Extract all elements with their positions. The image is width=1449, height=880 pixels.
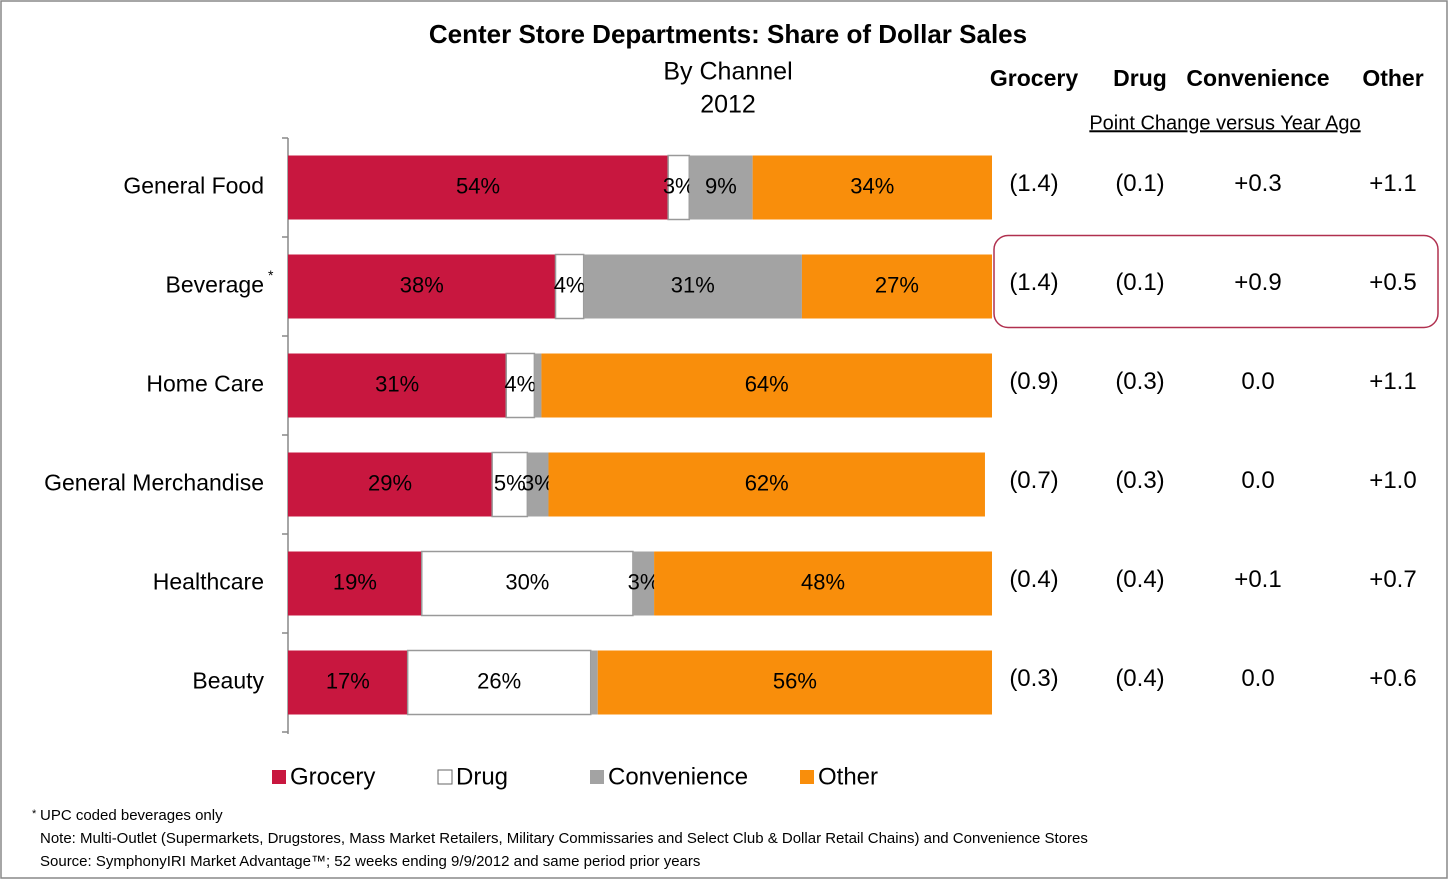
source: Source: SymphonyIRI Market Advantage™; 5…: [40, 853, 700, 870]
data-label: 64%: [745, 371, 789, 396]
legend-label: Grocery: [290, 763, 375, 790]
data-label: 62%: [745, 470, 789, 495]
chart-subtitle: 2012: [700, 91, 756, 119]
legend-label: Drug: [456, 763, 508, 790]
table-header: Other: [1362, 65, 1423, 91]
table-cell: +0.9: [1234, 269, 1281, 296]
table-header: Drug: [1113, 65, 1167, 91]
footnote: UPC coded beverages only: [40, 807, 223, 824]
data-label: 5%: [494, 470, 526, 495]
bar-segment: [534, 353, 542, 418]
table-cell: +0.3: [1234, 170, 1281, 197]
chart-title: Center Store Departments: Share of Dolla…: [429, 19, 1027, 49]
bar-segment: [632, 551, 655, 616]
table-cell: (0.4): [1115, 665, 1164, 692]
data-label: 9%: [705, 173, 737, 198]
note: Note: Multi-Outlet (Supermarkets, Drugst…: [40, 830, 1088, 847]
bar-segment: [583, 254, 802, 319]
legend-label: Other: [818, 763, 878, 790]
data-label: 30%: [505, 569, 549, 594]
table-cell: +1.1: [1369, 170, 1416, 197]
table-cell: +0.6: [1369, 665, 1416, 692]
data-label: 27%: [875, 272, 919, 297]
chart-subtitle: By Channel: [663, 58, 792, 86]
table-header: Convenience: [1186, 65, 1329, 91]
bar-segment: [527, 452, 549, 517]
table-cell: (0.3): [1115, 467, 1164, 494]
bar-segment: [288, 155, 669, 220]
table-cell: (0.3): [1009, 665, 1058, 692]
bar-segment: [541, 353, 992, 418]
table-cell: +0.1: [1234, 566, 1281, 593]
bar-segment: [288, 650, 408, 715]
bar-segment: [667, 154, 691, 221]
bar-segment: [752, 155, 992, 220]
data-label: 31%: [671, 272, 715, 297]
y-tick-label: General Merchandise: [44, 470, 264, 496]
bar-segment: [288, 551, 422, 616]
y-tick-label: General Food: [123, 173, 264, 199]
table-cell: (0.4): [1115, 566, 1164, 593]
bar-segment: [505, 352, 536, 419]
data-label: 17%: [326, 668, 370, 693]
legend-swatch: [590, 770, 604, 784]
table-cell: (0.3): [1115, 368, 1164, 395]
data-label: 4%: [504, 371, 536, 396]
table-cell: +0.7: [1369, 566, 1416, 593]
table-cell: +1.0: [1369, 467, 1416, 494]
bar-segment: [548, 452, 985, 517]
y-tick-label: Healthcare: [153, 569, 264, 595]
table-cell: (0.9): [1009, 368, 1058, 395]
bar-segment: [654, 551, 992, 616]
legend-swatch: [272, 770, 286, 784]
table-title: Point Change versus Year Ago: [1089, 112, 1360, 134]
data-label: 29%: [368, 470, 412, 495]
data-label: 54%: [456, 173, 500, 198]
y-tick-label: Beauty: [192, 668, 264, 694]
table-cell: (0.1): [1115, 269, 1164, 296]
table-cell: (0.7): [1009, 467, 1058, 494]
bar-segment: [288, 254, 556, 319]
legend-swatch: [800, 770, 814, 784]
table-cell: 0.0: [1241, 665, 1274, 692]
y-tick-label: Home Care: [146, 371, 264, 397]
table-cell: (0.4): [1009, 566, 1058, 593]
legend-swatch: [437, 769, 453, 785]
legend-label: Convenience: [608, 763, 748, 790]
table-cell: +1.1: [1369, 368, 1416, 395]
bar-segment: [597, 650, 992, 715]
data-label: 19%: [333, 569, 377, 594]
table-cell: (0.1): [1115, 170, 1164, 197]
bar-segment: [491, 451, 529, 518]
bar-segment: [421, 550, 634, 617]
table-cell: (1.4): [1009, 269, 1058, 296]
footnote-mark: *: [268, 267, 274, 283]
data-label: 34%: [850, 173, 894, 198]
data-label: 4%: [554, 272, 586, 297]
table-cell: 0.0: [1241, 467, 1274, 494]
bar-segment: [406, 649, 592, 716]
table-header: Grocery: [990, 65, 1078, 91]
table-cell: (1.4): [1009, 170, 1058, 197]
data-label: 38%: [400, 272, 444, 297]
bar-segment: [288, 452, 493, 517]
table-cell: +0.5: [1369, 269, 1416, 296]
y-tick-label: Beverage: [166, 272, 264, 298]
bar-segment: [288, 353, 507, 418]
footnote-mark: *: [32, 808, 37, 820]
row-highlight: [993, 234, 1439, 329]
table-cell: 0.0: [1241, 368, 1274, 395]
bar-segment: [801, 254, 992, 319]
data-label: 26%: [477, 668, 521, 693]
bar-segment: [590, 650, 598, 715]
bar-segment: [689, 155, 753, 220]
data-label: 31%: [375, 371, 419, 396]
data-label: 56%: [773, 668, 817, 693]
data-label: 48%: [801, 569, 845, 594]
